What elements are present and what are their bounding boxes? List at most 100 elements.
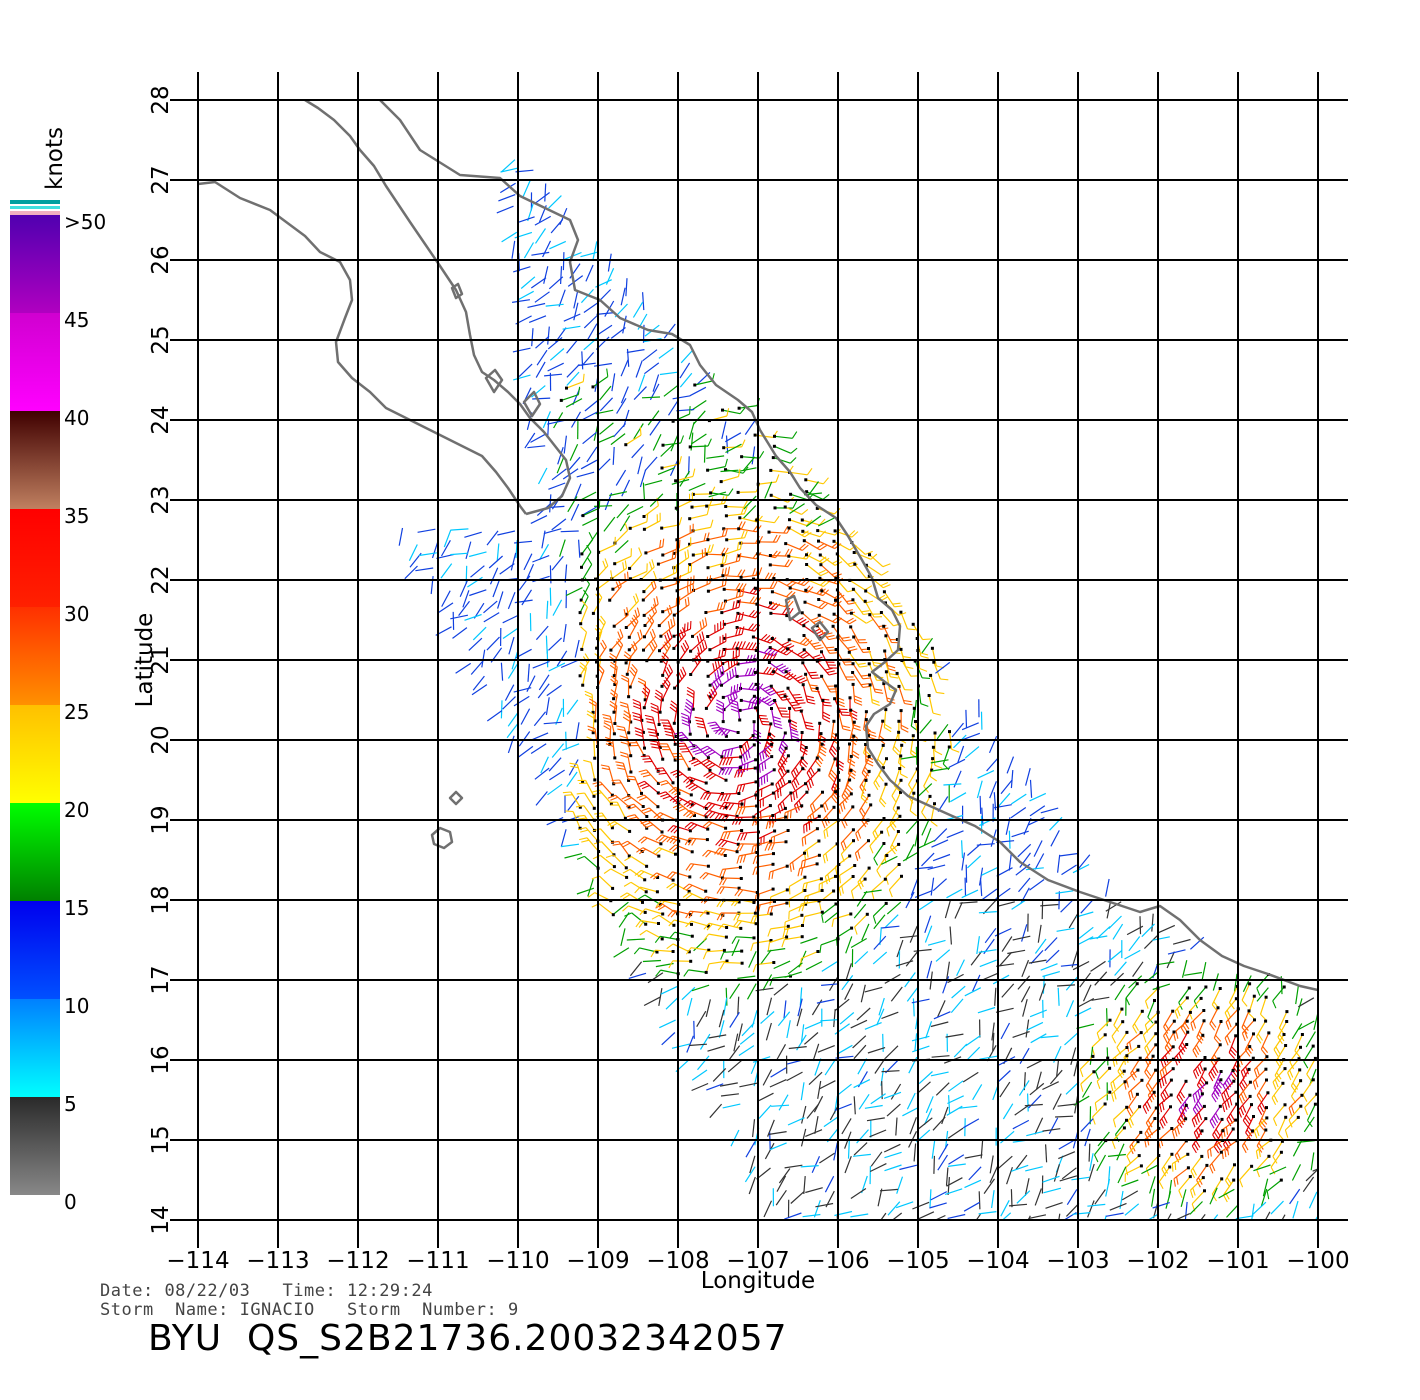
wind-barb-flag	[1225, 1021, 1230, 1030]
wind-vector	[579, 491, 597, 501]
wind-vector	[468, 637, 483, 651]
wind-vector	[886, 1103, 901, 1117]
wind-barb-flag	[703, 922, 710, 930]
wind-vector-origin	[1264, 1019, 1268, 1023]
wind-barb-flag	[780, 646, 788, 653]
wind-vector-origin	[1120, 1007, 1124, 1011]
wind-vector-origin	[721, 720, 725, 724]
wind-barb-flag	[859, 810, 865, 818]
wind-vector	[900, 649, 907, 667]
wind-vector-origin	[930, 768, 934, 772]
wind-barb-flag	[806, 698, 815, 702]
wind-barb-flag	[772, 716, 781, 720]
wind-barb-flag	[623, 609, 627, 618]
wind-barb-flag	[850, 890, 854, 899]
wind-vector	[418, 552, 437, 557]
wind-vector	[532, 660, 550, 669]
wind-vector	[905, 844, 915, 861]
wind-vector	[1000, 1130, 1015, 1144]
wind-vector-origin	[867, 574, 871, 578]
wind-barb-flag	[718, 839, 725, 847]
wind-vector-origin	[593, 778, 597, 782]
wind-vector	[486, 530, 499, 546]
wind-vector-origin	[705, 504, 709, 508]
wind-barb-flag	[1176, 1176, 1179, 1185]
wind-barb-flag	[1145, 1168, 1150, 1177]
wind-vector	[921, 852, 935, 867]
wind-barb-flag	[727, 566, 731, 575]
wind-vector-origin	[769, 601, 772, 605]
wind-vector	[1096, 926, 1111, 940]
wind-vector	[580, 551, 592, 568]
wind-barb-flag	[766, 773, 769, 782]
wind-vector-origin	[882, 590, 886, 594]
wind-vector-origin	[627, 805, 631, 809]
wind-vector-origin	[640, 791, 643, 795]
wind-vector	[576, 471, 595, 478]
wind-barb-flag	[682, 642, 688, 651]
wind-barb-flag	[609, 700, 618, 707]
wind-vector	[751, 446, 756, 465]
wind-vector-origin	[672, 923, 676, 927]
wind-vector	[1114, 961, 1127, 976]
wind-barb-flag	[1209, 1148, 1212, 1157]
wind-barb-flag	[652, 638, 658, 647]
wind-vector	[856, 1007, 871, 1021]
wind-barb-flag	[842, 801, 846, 810]
wind-vector	[688, 1043, 707, 1047]
wind-vector	[912, 1201, 930, 1210]
wind-vector	[1251, 1203, 1255, 1220]
wind-barb-flag	[734, 613, 738, 622]
wind-barb-flag	[750, 700, 755, 709]
wind-vector-origin	[659, 634, 663, 638]
wind-barb-flag	[822, 718, 831, 723]
wind-vector	[513, 695, 530, 707]
wind-vector	[1033, 840, 1043, 857]
wind-barb-flag	[764, 843, 769, 851]
wind-vector	[1021, 959, 1030, 978]
wind-vector	[530, 277, 547, 289]
wind-barb-flag	[739, 407, 746, 415]
wind-vector	[998, 1155, 1013, 1169]
wind-vector-origin	[788, 518, 791, 522]
wind-vector	[671, 1043, 690, 1049]
wind-vector	[774, 445, 792, 454]
wind-vector	[525, 563, 535, 581]
wind-vector-origin	[1311, 1078, 1315, 1082]
wind-vector	[996, 963, 1015, 967]
wind-vector-origin	[849, 611, 853, 615]
wind-vector	[642, 482, 646, 501]
wind-vector	[930, 675, 937, 693]
wind-barb-flag	[624, 912, 632, 917]
wind-barb-flag	[654, 935, 661, 944]
wind-barb-flag	[1161, 1078, 1165, 1087]
wind-vector-origin	[832, 539, 836, 543]
wind-vector-origin	[773, 434, 776, 438]
wind-vector	[800, 1165, 819, 1168]
wind-vector	[773, 457, 791, 464]
wind-vector	[586, 446, 598, 463]
wind-vector	[1000, 1022, 1011, 1040]
wind-vector-origin	[801, 683, 805, 687]
wind-vector-origin	[708, 683, 712, 687]
wind-barb-flag	[702, 760, 710, 766]
wind-barb-flag	[621, 674, 629, 680]
wind-barb-flag	[736, 542, 740, 551]
wind-vector	[884, 843, 899, 857]
wind-vector	[912, 998, 915, 1017]
wind-barb-flag	[793, 706, 802, 709]
wind-barb-flag	[620, 741, 629, 745]
wind-vector	[866, 564, 882, 576]
wind-vector-origin	[899, 754, 903, 758]
wind-vector	[902, 851, 920, 862]
wind-vector-origin	[881, 743, 885, 747]
wind-vector-origin	[661, 443, 665, 447]
wind-vector-origin	[720, 755, 724, 759]
wind-vector	[1304, 1093, 1318, 1108]
wind-vector-origin	[820, 589, 824, 593]
wind-vector	[527, 445, 546, 449]
wind-barb-flag	[766, 647, 774, 655]
wind-barb-flag	[778, 665, 787, 670]
wind-barb-flag	[789, 810, 792, 819]
wind-barb-flag	[730, 686, 733, 695]
